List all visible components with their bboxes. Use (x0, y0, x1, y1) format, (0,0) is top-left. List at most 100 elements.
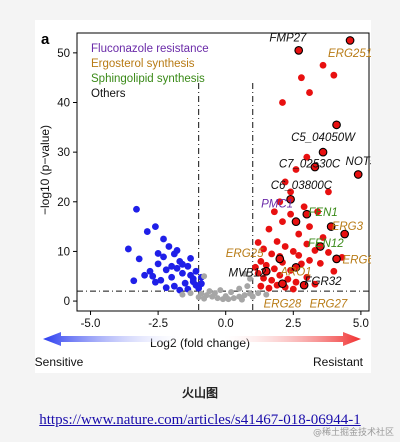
resistant-point (325, 188, 332, 196)
resistant-point (268, 250, 276, 258)
sensitive-point (160, 235, 167, 243)
highlighted-point (261, 266, 271, 276)
resistant-point (276, 198, 284, 206)
volcano-plot: -5.0 -2.5 0.0 2.5 5.0 0 10 20 30 40 50 FMP27 ERG251… (35, 31, 371, 369)
highlighted-point (275, 254, 285, 264)
sensitive-point (184, 262, 192, 270)
sensitive-point (157, 276, 165, 284)
sensitive-point (154, 260, 162, 268)
nonsig-point (211, 290, 218, 297)
highlighted-point (326, 222, 336, 231)
highlighted-point (286, 194, 295, 204)
resistant-point (306, 256, 313, 264)
nonsig-point (217, 287, 224, 294)
sensitive-point (168, 262, 176, 270)
y-axis-label: −log10 (p−value) (38, 125, 52, 215)
highlighted-point (345, 36, 355, 45)
resistant-point (292, 278, 300, 286)
highlighted-point (302, 209, 312, 219)
sensitive-point (181, 279, 189, 287)
nonsig-point (228, 289, 235, 296)
sensitive-arrow (43, 332, 180, 346)
resistant-point (287, 210, 294, 218)
resistant-point (265, 284, 273, 292)
nonsig-point (249, 293, 256, 300)
sensitive-point (143, 228, 151, 235)
sensitive-point (179, 260, 186, 268)
resistant-point (270, 265, 278, 273)
nonsig-point (187, 290, 194, 297)
gene-label: FMP27 (269, 32, 307, 44)
gene-label: ERG25 (226, 248, 264, 260)
x-tick-label: 0.0 (218, 318, 234, 330)
gene-label: ERG251 (328, 48, 371, 60)
resistant-point (314, 208, 322, 216)
nonsig-point (214, 295, 221, 302)
sensitive-point (173, 247, 181, 254)
sensitive-point (162, 284, 170, 292)
source-link[interactable]: https://www.nature.com/articles/s41467-0… (39, 412, 361, 428)
sensitive-point (154, 250, 162, 257)
resistant-point (268, 276, 276, 284)
resistant-point (254, 269, 262, 277)
volcano-plot-figure: -5.0 -2.5 0.0 2.5 5.0 0 10 20 30 40 50 FMP27 ERG251… (35, 20, 371, 373)
resistant-point (306, 89, 313, 96)
resistant-point (319, 234, 327, 241)
y-tick-label: 10 (57, 246, 70, 258)
nonsig-point (230, 295, 237, 302)
gene-label: C7_02530C (279, 159, 341, 171)
sensitive-point (197, 280, 205, 288)
legend-item-others: Others (91, 88, 126, 100)
resistant-point (260, 245, 267, 253)
resistant-point (284, 275, 292, 283)
resistant-point (289, 248, 297, 255)
nonsig-point (206, 288, 213, 295)
nonsig-point (247, 275, 254, 282)
resistant-arrow (224, 332, 361, 346)
sensitive-point (152, 223, 159, 231)
sensitive-point (149, 272, 157, 280)
resistant-point (330, 71, 338, 79)
highlighted-point (291, 217, 301, 226)
resistant-point (273, 238, 281, 245)
legend: Fluconazole resistance Ergosterol synthe… (91, 43, 209, 100)
resistant-point (319, 61, 327, 69)
resistant-point (300, 203, 308, 211)
sensitive-point (124, 245, 132, 253)
resistant-label: Resistant (313, 355, 364, 369)
highlighted-point (310, 162, 320, 172)
gene-label: NOT5 (346, 156, 371, 168)
sensitive-point (146, 267, 154, 275)
resistant-point (287, 188, 294, 196)
sensitive-point (179, 269, 186, 277)
resistant-point (281, 178, 289, 186)
resistant-point (295, 230, 303, 238)
gene-label: ERG6 (343, 254, 371, 266)
nonsig-point (263, 291, 270, 298)
sensitive-point (165, 243, 173, 250)
plot-frame (76, 32, 370, 312)
resistant-point (330, 267, 338, 275)
x-tick-label: 2.5 (285, 318, 301, 330)
resistant-point (289, 285, 297, 293)
highlighted-point (299, 280, 309, 290)
gene-label: C6_03800C (271, 180, 333, 192)
nonsig-point (195, 294, 202, 301)
resistant-point (303, 240, 311, 248)
y-tick-label: 0 (64, 296, 70, 308)
nonsig-point (238, 296, 245, 303)
sensitive-point (160, 253, 167, 261)
sensitive-point (170, 282, 178, 290)
nonsig-point (241, 292, 248, 299)
sensitive-point (152, 278, 159, 286)
resistant-point (325, 249, 332, 256)
sensitive-point (192, 267, 200, 275)
resistant-point (270, 208, 278, 216)
sensitive-point (135, 255, 143, 263)
resistant-point (292, 166, 300, 173)
resistant-point (254, 239, 262, 246)
highlighted-point (278, 279, 287, 289)
nonsig-point (241, 270, 248, 277)
nonsig-point (201, 295, 208, 302)
sensitive-point (130, 277, 138, 285)
